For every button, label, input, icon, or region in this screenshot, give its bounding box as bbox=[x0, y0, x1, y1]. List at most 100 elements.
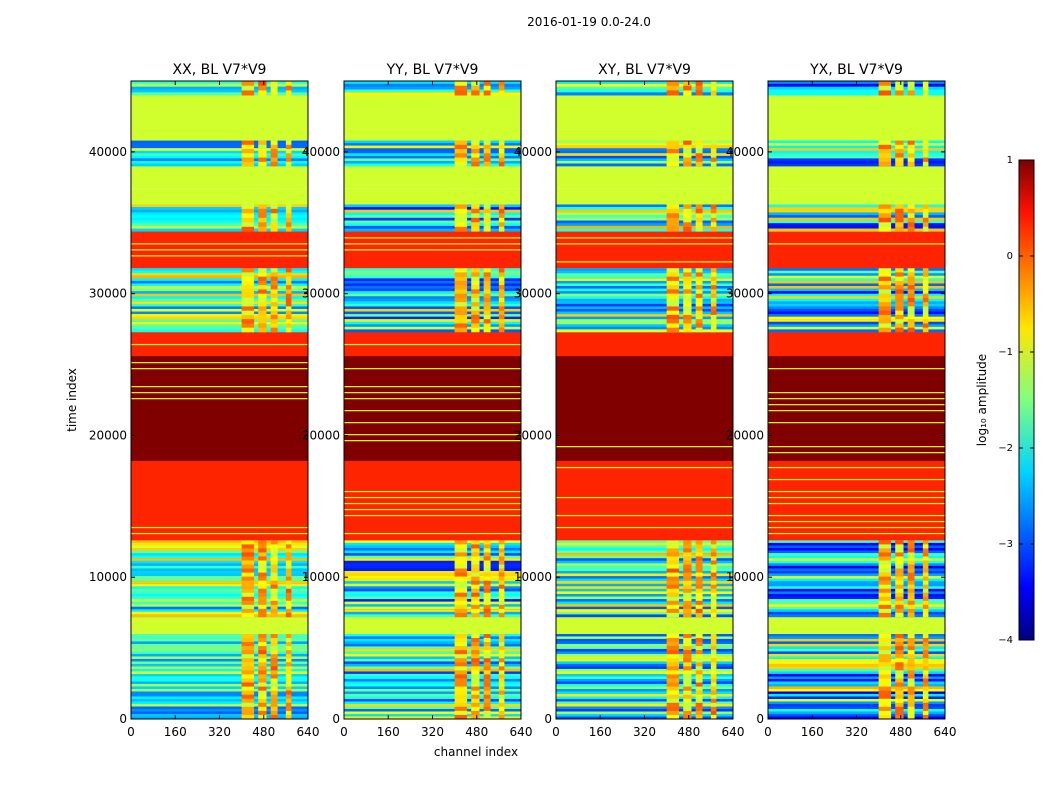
hot-column-cell bbox=[695, 548, 703, 553]
hot-column-cell bbox=[241, 564, 255, 569]
noise-row bbox=[131, 319, 308, 323]
hot-column-cell bbox=[683, 276, 692, 282]
hot-column-cell bbox=[471, 289, 480, 294]
y-tick-label: 20000 bbox=[89, 428, 127, 442]
hot-column-cell bbox=[683, 144, 692, 150]
hot-column-cell bbox=[285, 564, 292, 569]
noise-row bbox=[131, 563, 308, 567]
hot-column-cell bbox=[498, 302, 505, 307]
hot-column-cell bbox=[683, 153, 692, 158]
y-tick-label: 20000 bbox=[514, 428, 552, 442]
noise-row-bright bbox=[131, 316, 308, 320]
hot-column-cell bbox=[270, 698, 278, 704]
hot-column-cell bbox=[895, 564, 904, 569]
hot-column-cell bbox=[907, 327, 915, 333]
hot-column-cell bbox=[878, 217, 892, 223]
hot-column-cell bbox=[695, 90, 703, 96]
hot-column-cell bbox=[666, 85, 680, 91]
noise-row-bright bbox=[556, 581, 733, 585]
hot-column-cell bbox=[471, 285, 480, 290]
hot-column-cell bbox=[483, 268, 491, 273]
hot-column-cell bbox=[241, 213, 255, 219]
x-tick-label: 320 bbox=[845, 725, 868, 739]
hot-column-cell bbox=[922, 650, 929, 655]
hot-column-cell bbox=[683, 604, 692, 610]
hot-column-cell bbox=[270, 654, 278, 659]
noise-row bbox=[131, 599, 308, 602]
hot-column-cell bbox=[907, 222, 915, 228]
hot-column-cell bbox=[498, 678, 505, 683]
noise-row bbox=[344, 150, 521, 154]
hot-column-cell bbox=[483, 646, 491, 651]
hot-column-cell bbox=[498, 690, 505, 695]
noise-row bbox=[768, 283, 945, 287]
hot-column-cell bbox=[878, 327, 892, 333]
hot-column-cell bbox=[878, 157, 892, 163]
noise-row-bright bbox=[131, 308, 308, 312]
hot-column-cell bbox=[498, 576, 505, 581]
noise-row-bright bbox=[131, 671, 308, 675]
noise-row bbox=[556, 676, 733, 680]
hot-column-cell bbox=[483, 272, 491, 277]
hot-column-cell bbox=[695, 213, 703, 219]
hot-column-cell bbox=[710, 572, 717, 577]
hot-column-cell bbox=[454, 204, 468, 210]
noise-row bbox=[768, 288, 945, 292]
band-stripe bbox=[344, 514, 521, 517]
hot-column-cell bbox=[683, 702, 692, 708]
hot-column-cell bbox=[922, 580, 929, 585]
hot-column-cell bbox=[710, 612, 717, 618]
hot-column-cell bbox=[241, 289, 255, 294]
noise-row bbox=[344, 220, 521, 224]
hot-column-cell bbox=[483, 670, 491, 675]
noise-row bbox=[768, 140, 945, 144]
hot-column-cell bbox=[270, 646, 278, 651]
noise-row bbox=[556, 568, 733, 572]
hot-column-cell bbox=[498, 600, 505, 606]
noise-row bbox=[131, 215, 308, 219]
noise-row bbox=[768, 596, 945, 600]
hot-column-cell bbox=[878, 642, 892, 647]
hot-column-cell bbox=[895, 572, 904, 577]
hot-column-cell bbox=[683, 289, 692, 294]
noise-row-bright bbox=[768, 286, 945, 289]
band-stripe bbox=[556, 496, 733, 499]
noise-row-bright bbox=[344, 606, 521, 610]
hot-column-cell bbox=[895, 654, 904, 659]
hot-column-cell bbox=[258, 646, 267, 651]
noise-row bbox=[768, 570, 945, 574]
hot-column-cell bbox=[471, 314, 480, 320]
hot-column-cell bbox=[907, 272, 915, 277]
noise-row bbox=[344, 696, 521, 700]
hot-column-cell bbox=[683, 670, 692, 675]
hot-column-cell bbox=[666, 650, 680, 655]
hot-column-cell bbox=[270, 327, 278, 333]
hot-column-cell bbox=[483, 604, 491, 610]
hot-column-cell bbox=[710, 540, 717, 545]
noise-row bbox=[556, 593, 733, 597]
hot-column-cell bbox=[878, 222, 892, 228]
noise-row bbox=[768, 324, 945, 328]
hot-column-cell bbox=[878, 698, 892, 704]
x-axis-label: channel index bbox=[434, 745, 518, 759]
noise-row bbox=[556, 588, 733, 592]
noise-row-bright bbox=[556, 586, 733, 590]
panel-title: YY, BL V7*V9 bbox=[386, 62, 479, 78]
y-tick-label: 10000 bbox=[89, 570, 127, 584]
hot-column-cell bbox=[710, 204, 717, 210]
hot-column-cell bbox=[666, 268, 680, 273]
hot-column-cell bbox=[695, 327, 703, 333]
noise-row-bright bbox=[556, 329, 733, 333]
hot-column-cell bbox=[895, 674, 904, 679]
hot-column-cell bbox=[878, 592, 892, 598]
noise-row bbox=[344, 140, 521, 144]
noise-row bbox=[131, 676, 308, 680]
noise-row-bright bbox=[768, 653, 945, 657]
hot-column-cell bbox=[483, 208, 491, 214]
hot-column-cell bbox=[907, 588, 915, 594]
band-stripe bbox=[768, 526, 945, 529]
hot-column-cell bbox=[471, 85, 480, 91]
hot-column-cell bbox=[907, 612, 915, 618]
hot-column-cell bbox=[710, 690, 717, 695]
noise-row-bright bbox=[131, 542, 308, 546]
